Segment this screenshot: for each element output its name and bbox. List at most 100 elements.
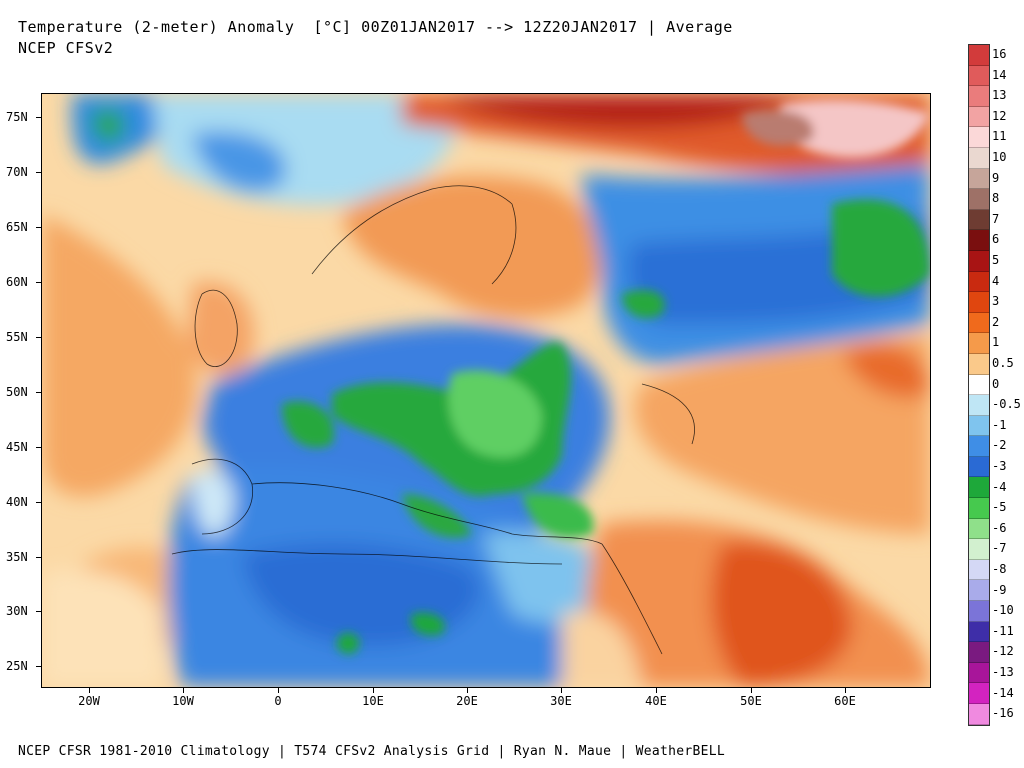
colorbar-label: -13: [992, 665, 1014, 679]
colorbar-swatch: [969, 621, 989, 643]
anomaly-field: [42, 94, 930, 687]
colorbar-swatch: [969, 86, 989, 107]
lat-label: 75N: [6, 110, 28, 124]
lat-tick: [36, 392, 41, 393]
lat-label: 45N: [6, 440, 28, 454]
colorbar-label: -5: [992, 500, 1007, 515]
colorbar-swatch: [969, 147, 989, 169]
colorbar-swatch: [969, 230, 989, 251]
colorbar-label: 7: [992, 211, 1000, 226]
lat-tick: [36, 117, 41, 118]
colorbar-label: 11: [992, 129, 1007, 144]
lat-tick: [36, 502, 41, 503]
colorbar-label: -14: [992, 685, 1014, 700]
lat-tick: [36, 282, 41, 283]
colorbar-swatch: [969, 65, 989, 87]
colorbar-swatch: [969, 498, 989, 519]
colorbar-label: -7: [992, 541, 1007, 556]
lon-tick: [278, 688, 279, 693]
colorbar-swatch: [969, 209, 989, 231]
colorbar-label: 5: [992, 253, 1000, 267]
chart-title: Temperature (2-meter) Anomaly [°C] 00Z01…: [18, 18, 733, 36]
colorbar-label: -2: [992, 438, 1007, 453]
colorbar-swatch: [969, 704, 989, 725]
colorbar-swatch: [969, 127, 989, 148]
lat-label: 30N: [6, 604, 28, 618]
colorbar-label: 0: [992, 376, 1000, 391]
colorbar-swatch: [969, 292, 989, 313]
lon-label: 30E: [550, 694, 572, 708]
lat-tick: [36, 447, 41, 448]
lon-tick: [751, 688, 752, 693]
colorbar-swatch: [969, 518, 989, 540]
colorbar-swatch: [969, 662, 989, 684]
lon-tick: [467, 688, 468, 693]
colorbar-label: -3: [992, 459, 1007, 473]
lon-label: 10W: [172, 694, 194, 708]
colorbar-label: -16: [992, 706, 1014, 721]
colorbar-swatch: [969, 477, 989, 499]
colorbar-label: -1: [992, 417, 1007, 432]
colorbar-label: -9: [992, 582, 1007, 597]
colorbar-label: -10: [992, 603, 1014, 618]
colorbar-swatch: [969, 168, 989, 190]
lat-label: 60N: [6, 275, 28, 289]
colorbar-label: -0.5: [992, 397, 1021, 412]
lon-label: 60E: [834, 694, 856, 708]
colorbar-swatch: [969, 312, 989, 334]
colorbar-label: 14: [992, 67, 1007, 82]
lat-label: 70N: [6, 165, 28, 179]
lon-tick: [561, 688, 562, 693]
colorbar-swatch: [969, 456, 989, 478]
colorbar-label: 0.5: [992, 356, 1014, 370]
lat-label: 55N: [6, 330, 28, 344]
colorbar-swatch: [969, 271, 989, 293]
lat-tick: [36, 611, 41, 612]
colorbar-swatch: [969, 683, 989, 704]
lat-label: 50N: [6, 385, 28, 399]
colorbar-swatch: [969, 395, 989, 416]
colorbar-label: 10: [992, 150, 1007, 164]
lon-tick: [373, 688, 374, 693]
colorbar-label: -8: [992, 562, 1007, 576]
colorbar-swatch: [969, 559, 989, 581]
colorbar-label: 2: [992, 314, 1000, 329]
colorbar-label: -6: [992, 520, 1007, 535]
colorbar-label: 3: [992, 294, 1000, 309]
colorbar-swatch: [969, 436, 989, 457]
colorbar-swatch: [969, 415, 989, 437]
lat-label: 40N: [6, 495, 28, 509]
lon-label: 10E: [362, 694, 384, 708]
colorbar-swatch: [969, 353, 989, 375]
colorbar-label: 1: [992, 335, 1000, 350]
lat-label: 35N: [6, 550, 28, 564]
colorbar-label: -12: [992, 644, 1014, 659]
colorbar-label: 8: [992, 191, 1000, 206]
colorbar-swatch: [969, 580, 989, 602]
colorbar-label: 12: [992, 108, 1007, 123]
colorbar-label: 4: [992, 273, 1000, 288]
lon-label: 50E: [740, 694, 762, 708]
lat-tick: [36, 557, 41, 558]
lat-label: 65N: [6, 220, 28, 234]
colorbar-swatch: [969, 45, 989, 66]
lon-label: 0: [274, 694, 282, 708]
footer-credit: NCEP CFSR 1981-2010 Climatology | T574 C…: [18, 744, 726, 759]
colorbar-swatch: [969, 601, 989, 622]
lon-tick: [183, 688, 184, 693]
colorbar-label: 9: [992, 170, 1000, 185]
lon-label: 20W: [78, 694, 100, 708]
lat-tick: [36, 337, 41, 338]
colorbar-label: 6: [992, 232, 1000, 247]
colorbar-swatch: [969, 189, 989, 210]
colorbar-swatch: [969, 642, 989, 663]
colorbar-swatch: [969, 539, 989, 560]
lat-tick: [36, 666, 41, 667]
colorbar-label: -4: [992, 479, 1007, 494]
lat-tick: [36, 172, 41, 173]
colorbar-label: 13: [992, 88, 1007, 103]
lat-tick: [36, 227, 41, 228]
lon-tick: [845, 688, 846, 693]
colorbar-label: -11: [992, 623, 1014, 638]
lon-label: 20E: [456, 694, 478, 708]
